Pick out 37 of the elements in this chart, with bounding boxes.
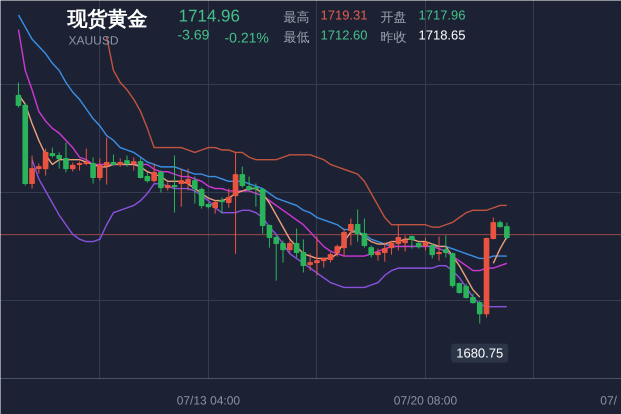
candlestick: [172, 155, 178, 213]
candlestick: [226, 188, 232, 208]
candlestick: [429, 243, 436, 259]
candlestick: [422, 237, 428, 252]
candlestick: [124, 155, 130, 168]
text: 最高: [284, 10, 310, 24]
x-tick-label: 07/: [600, 394, 618, 408]
text: 开盘: [380, 10, 406, 24]
text: 最低: [284, 30, 310, 44]
candlestick: [90, 156, 96, 184]
candlestick: [192, 176, 198, 204]
text: 1714.96: [178, 6, 240, 26]
candlestick: [286, 240, 293, 253]
candlestick: [240, 166, 246, 188]
text: 1718.65: [418, 28, 466, 42]
text: 1719.31: [320, 8, 368, 22]
x-tick-label: 07/13 04:00: [176, 394, 240, 408]
candlestick: [212, 200, 218, 214]
candlestick: [348, 218, 354, 246]
candlestick: [443, 235, 449, 258]
candlestick: [409, 235, 415, 250]
candlestick: [436, 236, 442, 262]
text: 昨收: [380, 30, 406, 44]
text: -0.21%: [224, 30, 269, 46]
text: 1717.96: [418, 8, 466, 22]
x-tick-label: 07/20 08:00: [394, 394, 458, 408]
candlestick: [219, 196, 225, 214]
candlestick: [232, 152, 238, 254]
annotation: 1680.75: [456, 346, 504, 361]
candlestick: [151, 163, 157, 184]
candlestick: [110, 154, 116, 166]
text: -3.69: [178, 26, 210, 42]
chart-title: 现货黄金: [66, 8, 148, 30]
candlestick: [130, 156, 137, 171]
candlestick: [158, 170, 164, 193]
text: 1712.60: [320, 28, 368, 42]
candlestick: [368, 244, 374, 258]
